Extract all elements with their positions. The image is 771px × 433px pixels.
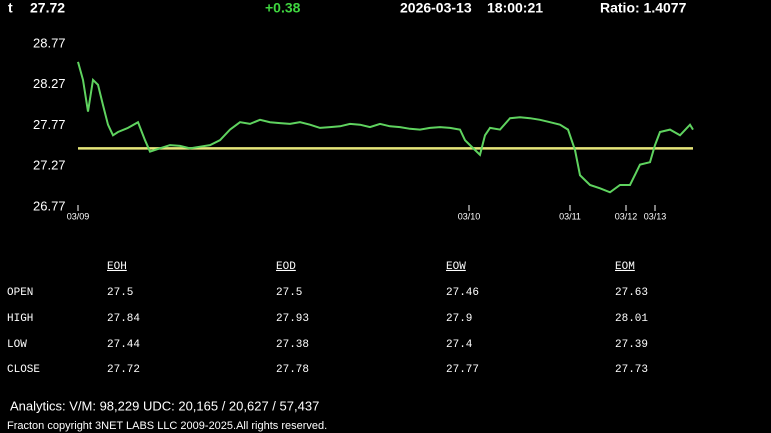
x-tick-label: 03/11 [559,211,581,221]
price: 27.72 [30,0,65,16]
x-tick-label: 03/13 [644,211,667,221]
chart: 26.77 27.27 27.77 28.27 28.77 03/09 03/10 03/11… [33,35,694,221]
cell: 27.5 [276,287,302,299]
y-tick-label: 27.77 [33,117,66,132]
symbol: t [8,0,13,16]
y-tick-label: 28.77 [33,35,66,50]
cell: 27.4 [446,339,473,351]
row-label: CLOSE [7,364,40,376]
copyright: Fracton copyright 3NET LABS LLC 2009-202… [7,420,327,432]
x-tick-label: 03/12 [615,211,638,221]
table: EOH EOD EOW EOM OPEN 27.5 27.5 27.46 27.63 HIGH 27… [7,261,648,376]
column-header: EOM [615,261,635,273]
column-header: EOD [276,261,296,273]
cell: 27.44 [107,339,140,351]
cell: 27.72 [107,364,140,376]
change: +0.38 [265,0,301,16]
cell: 27.78 [276,364,309,376]
ratio: Ratio: 1.4077 [600,0,687,16]
x-tick-label: 03/09 [67,211,90,221]
y-tick-label: 27.27 [33,158,66,173]
time: 18:00:21 [487,0,543,16]
price-line [77,61,694,194]
cell: 27.9 [446,313,472,325]
y-tick-label: 26.77 [33,198,66,213]
date: 2026-03-13 [400,0,472,16]
row-label: LOW [7,339,27,351]
column-header: EOW [446,261,466,273]
cell: 27.46 [446,287,479,299]
y-tick-label: 28.27 [33,76,66,91]
cell: 27.63 [615,287,648,299]
cell: 27.73 [615,364,648,376]
cell: 27.38 [276,339,309,351]
cell: 27.93 [276,313,309,325]
cell: 28.01 [615,313,648,325]
cell: 27.5 [107,287,133,299]
analytics: Analytics: V/M: 98,229 UDC: 20,165 / 20,… [10,398,319,413]
cell: 27.84 [107,313,140,325]
row-label: OPEN [7,287,33,299]
x-tick-label: 03/10 [458,211,481,221]
cell: 27.39 [615,339,648,351]
row-label: HIGH [7,313,33,325]
cell: 27.77 [446,364,479,376]
column-header: EOH [107,261,127,273]
